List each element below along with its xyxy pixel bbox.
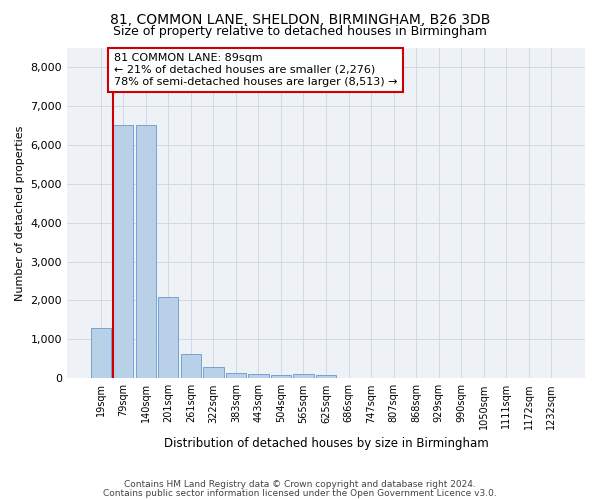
Bar [316,376,336,378]
Text: Size of property relative to detached houses in Birmingham: Size of property relative to detached ho… [113,25,487,38]
Text: Contains HM Land Registry data © Crown copyright and database right 2024.: Contains HM Land Registry data © Crown c… [124,480,476,489]
Bar [113,126,133,378]
X-axis label: Distribution of detached houses by size in Birmingham: Distribution of detached houses by size … [164,437,488,450]
Bar [203,367,224,378]
Bar [91,328,111,378]
Bar [181,354,201,378]
Text: Contains public sector information licensed under the Open Government Licence v3: Contains public sector information licen… [103,488,497,498]
Bar [248,374,269,378]
Bar [293,374,314,378]
Text: 81 COMMON LANE: 89sqm
← 21% of detached houses are smaller (2,276)
78% of semi-d: 81 COMMON LANE: 89sqm ← 21% of detached … [114,54,397,86]
Bar [226,372,246,378]
Bar [158,296,178,378]
Y-axis label: Number of detached properties: Number of detached properties [15,125,25,300]
Text: 81, COMMON LANE, SHELDON, BIRMINGHAM, B26 3DB: 81, COMMON LANE, SHELDON, BIRMINGHAM, B2… [110,12,490,26]
Bar [136,126,156,378]
Bar [271,376,291,378]
